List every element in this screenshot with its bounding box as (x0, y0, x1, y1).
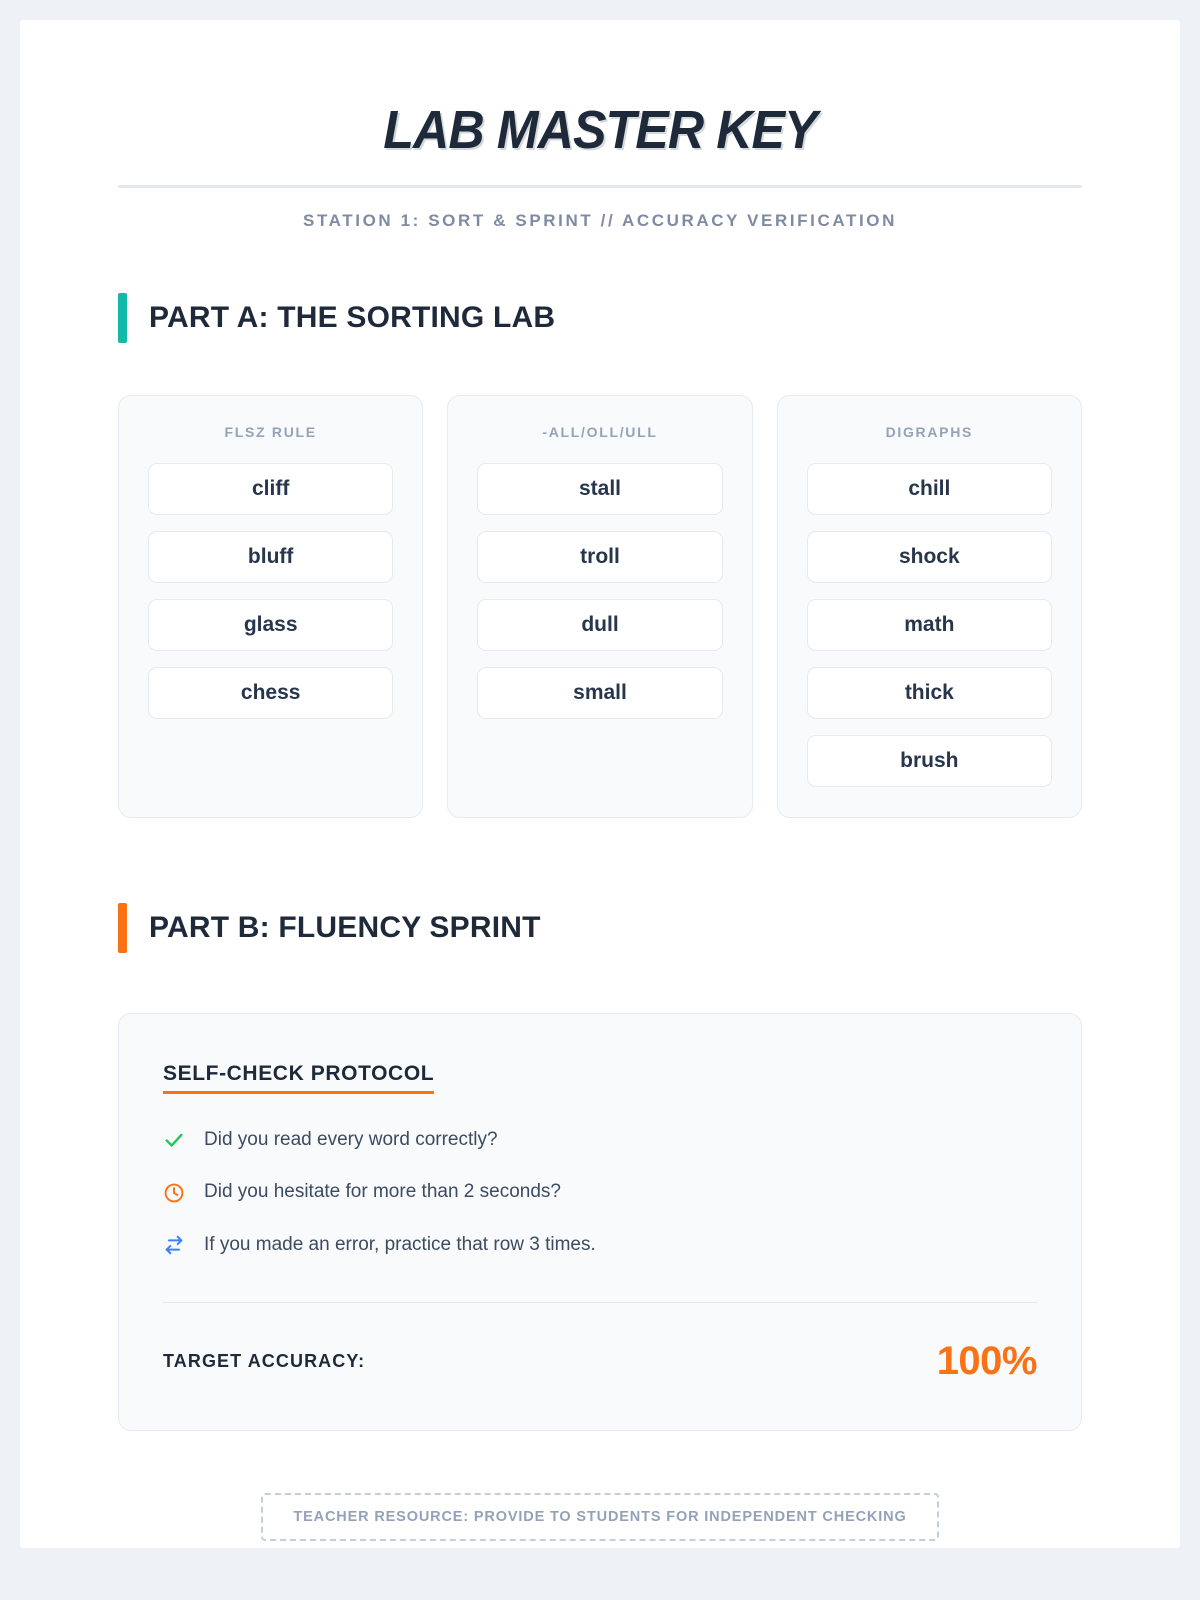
footer: TEACHER RESOURCE: PROVIDE TO STUDENTS FO… (118, 1492, 1082, 1541)
target-accuracy-value: 100% (936, 1338, 1038, 1383)
word-card[interactable]: dull (477, 598, 723, 651)
list-item: Did you read every word correctly? (163, 1128, 1037, 1153)
protocol-item-label: If you made an error, practice that row … (204, 1234, 596, 1256)
sort-column-digraphs: DIGRAPHS chill shock math thick brush (776, 394, 1082, 818)
check-icon (163, 1129, 185, 1151)
word-card[interactable]: glass (148, 598, 394, 651)
word-card[interactable]: bluff (148, 530, 394, 583)
word-card[interactable]: chess (148, 666, 394, 719)
word-card[interactable]: brush (806, 734, 1052, 787)
accent-bar-orange (118, 902, 127, 953)
protocol-item-label: Did you hesitate for more than 2 seconds… (204, 1181, 561, 1203)
word-card[interactable]: thick (806, 666, 1052, 719)
section-header-part-b: PART B: FLUENCY SPRINT (118, 902, 1082, 953)
clock-icon (163, 1182, 185, 1204)
column-header-all-oll-ull: -ALL/OLL/ULL (542, 423, 658, 440)
repeat-icon (163, 1234, 185, 1256)
word-card[interactable]: chill (806, 462, 1052, 515)
page-subtitle: STATION 1: SORT & SPRINT // ACCURACY VER… (303, 210, 897, 230)
target-accuracy-row: TARGET ACCURACY: 100% (163, 1338, 1038, 1384)
fluency-sprint-panel: SELF-CHECK PROTOCOL Did you read every w… (118, 1012, 1082, 1431)
protocol-item-label: Did you read every word correctly? (204, 1128, 498, 1150)
sort-column-all-oll-ull: -ALL/OLL/ULL stall troll dull small (447, 394, 753, 818)
word-card[interactable]: math (806, 598, 1052, 651)
accent-bar-teal (118, 292, 127, 343)
word-card[interactable]: shock (806, 530, 1052, 583)
panel-divider (163, 1301, 1037, 1303)
teacher-resource-note: TEACHER RESOURCE: PROVIDE TO STUDENTS FO… (261, 1492, 939, 1541)
column-header-digraphs: DIGRAPHS (885, 423, 974, 440)
list-item: Did you hesitate for more than 2 seconds… (163, 1180, 1037, 1205)
section-title-part-a: PART A: THE SORTING LAB (149, 300, 556, 334)
protocol-list: Did you read every word correctly? Did y… (163, 1128, 1037, 1258)
section-header-part-a: PART A: THE SORTING LAB (118, 292, 1082, 343)
sort-column-flsz: FLSZ RULE cliff bluff glass chess (118, 394, 424, 818)
list-item: If you made an error, practice that row … (163, 1233, 1037, 1258)
word-card[interactable]: stall (477, 462, 723, 515)
sorting-grid: FLSZ RULE cliff bluff glass chess -ALL/O… (118, 394, 1082, 818)
column-header-flsz: FLSZ RULE (224, 423, 317, 440)
word-card[interactable]: troll (477, 530, 723, 583)
target-accuracy-label: TARGET ACCURACY: (163, 1350, 366, 1371)
document-header: LAB MASTER KEY STATION 1: SORT & SPRINT … (118, 20, 1082, 231)
word-card[interactable]: small (477, 666, 723, 719)
page-title: LAB MASTER KEY (383, 100, 817, 160)
title-divider (118, 184, 1082, 188)
word-card[interactable]: cliff (148, 462, 394, 515)
protocol-title: SELF-CHECK PROTOCOL (163, 1062, 435, 1094)
section-title-part-b: PART B: FLUENCY SPRINT (149, 910, 541, 944)
worksheet-sheet: LAB MASTER KEY STATION 1: SORT & SPRINT … (20, 20, 1180, 1548)
